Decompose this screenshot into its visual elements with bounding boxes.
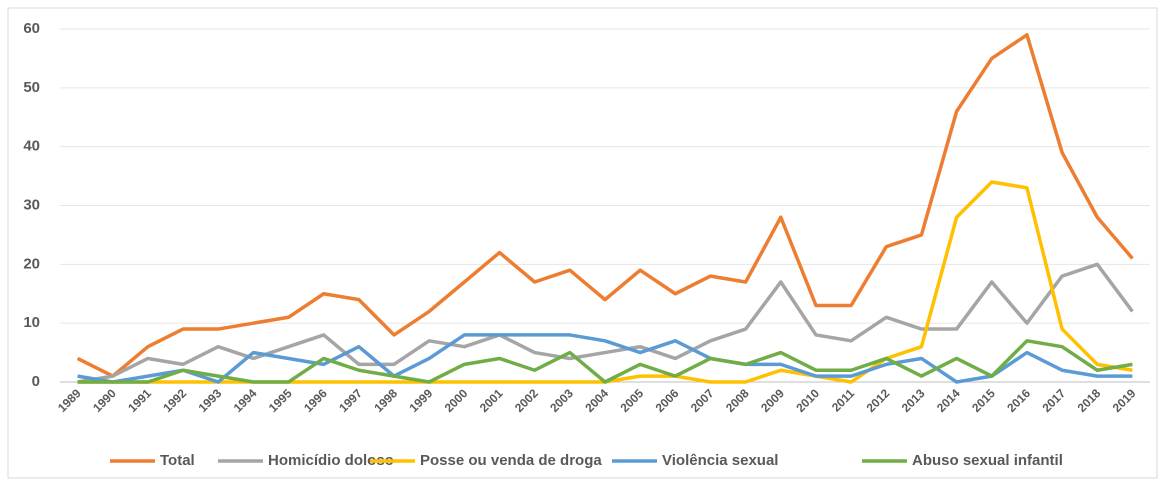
legend-label: Violência sexual: [662, 452, 778, 469]
y-tick-label: 60: [23, 20, 40, 37]
y-tick-label: 10: [23, 314, 40, 331]
y-tick-label: 30: [23, 196, 40, 213]
y-tick-label: 20: [23, 255, 40, 272]
series-line: [77, 333, 1133, 384]
y-tick-label: 40: [23, 138, 40, 155]
series-line: [77, 262, 1134, 384]
series-line: [77, 339, 1133, 384]
series-line: [76, 33, 1134, 378]
legend-label: Abuso sexual infantil: [912, 452, 1063, 469]
legend-label: Posse ou venda de droga: [420, 452, 602, 469]
y-tick-label: 0: [32, 373, 40, 390]
chart-border: [7, 7, 1158, 479]
legend-label: Total: [160, 452, 195, 469]
legend-label: Homicídio doloso: [268, 452, 394, 469]
y-tick-label: 50: [23, 79, 40, 96]
